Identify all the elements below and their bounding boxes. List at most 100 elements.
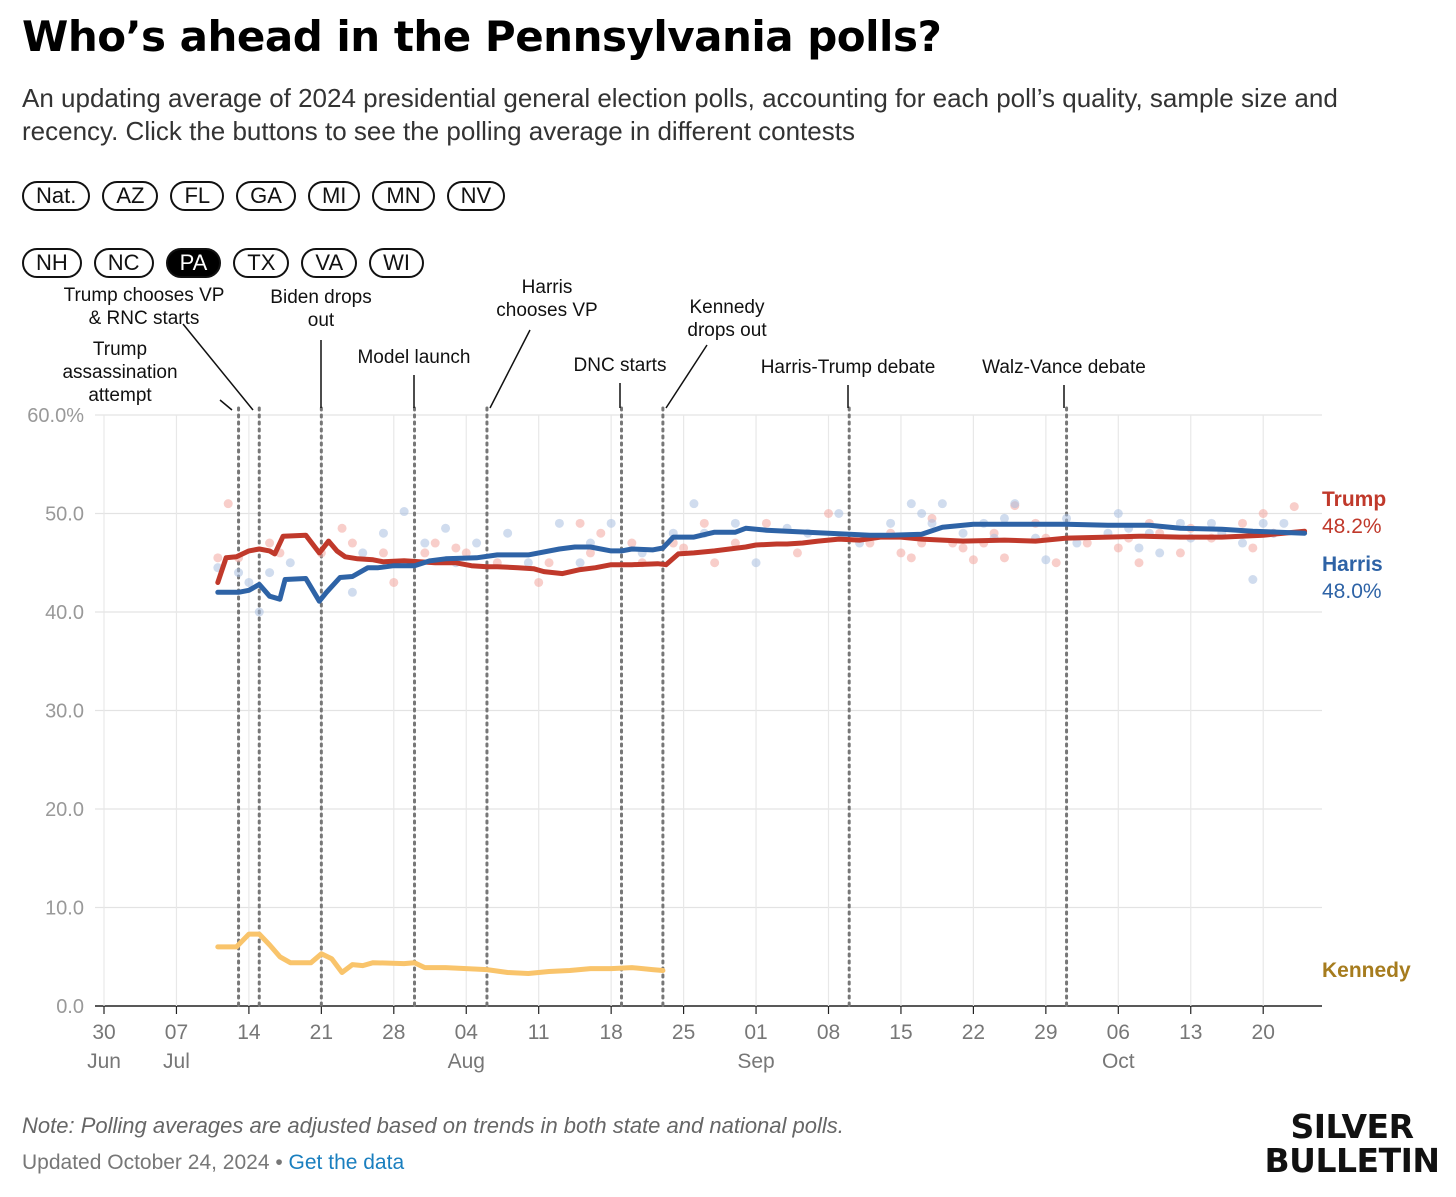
- harris-poll-dot: [234, 568, 244, 578]
- event-label-line: assassination: [62, 362, 177, 383]
- harris-poll-dot: [399, 507, 409, 517]
- trump-poll-dot: [958, 543, 968, 553]
- harris-poll-dot: [254, 607, 264, 617]
- y-tick-label: 0.0: [56, 996, 84, 1018]
- x-tick-label: 07: [165, 1021, 188, 1044]
- harris-poll-dot: [1134, 543, 1144, 553]
- harris-poll-dot: [441, 523, 451, 533]
- trump-poll-dot: [792, 548, 802, 558]
- event-leader-line: [219, 399, 233, 411]
- trump-poll-dot: [575, 518, 585, 528]
- harris-poll-dot: [575, 558, 585, 568]
- trump-poll-dot: [596, 528, 606, 538]
- x-tick-label: 18: [599, 1021, 622, 1044]
- event-label: Kennedy drops out: [687, 297, 767, 341]
- harris-poll-dot: [503, 528, 513, 538]
- harris-poll-dot: [906, 499, 916, 509]
- event-label-line: Kennedy: [689, 297, 765, 318]
- contest-button-nat[interactable]: Nat.: [22, 181, 91, 211]
- trump-end-value: 48.2%: [1322, 515, 1382, 538]
- x-tick-label: 20: [1252, 1021, 1275, 1044]
- contest-button-tx[interactable]: TX: [233, 248, 290, 278]
- y-tick-label: 30.0: [45, 701, 84, 723]
- contest-button-pa[interactable]: PA: [165, 248, 222, 278]
- contest-button-fl[interactable]: FL: [170, 181, 225, 211]
- x-tick-label: 01: [744, 1021, 767, 1044]
- updated-line: Updated October 24, 2024 • Get the data: [22, 1151, 404, 1175]
- trump-end-label: Trump: [1322, 488, 1386, 511]
- contest-button-nv[interactable]: NV: [446, 181, 506, 211]
- harris-poll-dot: [917, 509, 927, 518]
- harris-poll-dot: [523, 558, 533, 568]
- contest-button-az[interactable]: AZ: [102, 181, 159, 211]
- trump-poll-dot: [730, 538, 740, 548]
- contest-button-ga[interactable]: GA: [236, 181, 296, 211]
- trump-poll-dot: [534, 577, 544, 587]
- harris-poll-dot: [958, 528, 968, 538]
- trump-poll-dot: [420, 548, 430, 558]
- trump-poll-dot: [906, 553, 916, 563]
- trump-poll-dot: [710, 558, 720, 568]
- trump-poll-dot: [213, 553, 223, 563]
- trump-poll-dot: [627, 538, 637, 548]
- contest-button-mi[interactable]: MI: [307, 181, 361, 211]
- logo-line-2: BULLETIN: [1264, 1141, 1440, 1180]
- contest-button-nh[interactable]: NH: [22, 248, 82, 278]
- trump-poll-dot: [389, 577, 399, 587]
- x-month-label: Oct: [1102, 1050, 1135, 1073]
- event-label-line: Walz-Vance debate: [982, 357, 1146, 378]
- trump-poll-dot: [679, 543, 689, 553]
- event-label-line: Trump: [93, 339, 147, 360]
- x-month-label: Jun: [87, 1050, 121, 1073]
- event-label: DNC starts: [574, 355, 667, 376]
- x-tick-label: 04: [455, 1021, 479, 1044]
- x-tick-label: 15: [889, 1021, 912, 1044]
- kennedy-average-line: [215, 931, 666, 976]
- harris-poll-dot: [1113, 509, 1123, 518]
- trump-average-line: [215, 528, 1308, 585]
- harris-poll-dot: [1072, 538, 1082, 548]
- event-label: Walz-Vance debate: [982, 357, 1146, 378]
- event-label: Harris-Trump debate: [761, 357, 936, 378]
- event-label-line: attempt: [88, 385, 152, 406]
- trump-poll-dot: [1051, 558, 1061, 568]
- harris-end-label: Harris: [1322, 553, 1383, 576]
- contest-button-nc[interactable]: NC: [93, 248, 154, 278]
- event-leader-line: [665, 344, 708, 409]
- harris-poll-dot: [472, 538, 482, 548]
- trump-poll-dot: [824, 509, 833, 518]
- harris-poll-dot: [1062, 513, 1072, 523]
- event-label-line: Trump chooses VP: [64, 285, 225, 306]
- contest-buttons-row-1: Nat. AZ FL GA MI MN NV: [22, 181, 506, 211]
- trump-poll-dot: [1258, 509, 1268, 518]
- trump-poll-dot: [337, 523, 347, 533]
- contest-button-mn[interactable]: MN: [372, 181, 435, 211]
- y-tick-label: 60.0%: [27, 405, 84, 427]
- contest-buttons-row-2: NH NC PA TX VA WI: [22, 248, 425, 278]
- event-label: Biden drops out: [270, 287, 371, 331]
- contest-button-wi[interactable]: WI: [369, 248, 425, 278]
- get-data-link[interactable]: Get the data: [288, 1151, 405, 1174]
- event-leader-line: [182, 323, 254, 411]
- harris-poll-dot: [1238, 538, 1247, 548]
- trump-poll-dot: [1113, 543, 1123, 553]
- harris-poll-dot: [358, 548, 368, 558]
- event-label-line: drops out: [687, 320, 767, 341]
- y-tick-label: 50.0: [45, 504, 84, 526]
- trump-poll-dot: [347, 538, 357, 548]
- harris-poll-dot: [927, 518, 937, 528]
- harris-poll-dot: [554, 518, 564, 528]
- trump-poll-dot: [451, 543, 461, 553]
- harris-poll-dot: [1258, 518, 1268, 528]
- event-label-line: Model launch: [357, 347, 470, 368]
- harris-poll-dot: [937, 499, 947, 509]
- harris-poll-dot: [1155, 548, 1165, 558]
- x-tick-label: 13: [1179, 1021, 1202, 1044]
- harris-poll-dot: [265, 568, 275, 578]
- event-label-line: out: [308, 310, 335, 331]
- page-subtitle: An updating average of 2024 presidential…: [22, 83, 1338, 146]
- footnote: Note: Polling averages are adjusted base…: [22, 1113, 844, 1138]
- trump-poll-dot: [1134, 558, 1144, 568]
- contest-button-va[interactable]: VA: [301, 248, 358, 278]
- event-leader-line: [489, 329, 531, 409]
